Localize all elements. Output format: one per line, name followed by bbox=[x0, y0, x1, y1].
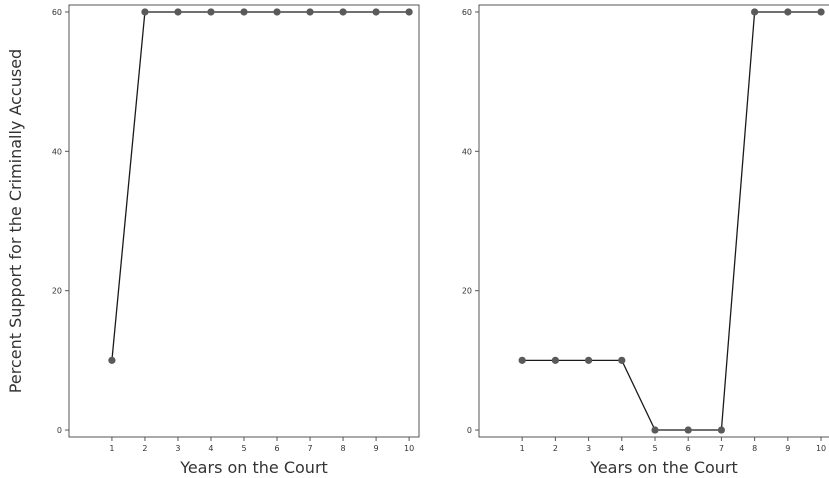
chart-panel-right: 0 20 40 60 1 2 3 4 5 6 7 8 9 10 Years on the Court bbox=[462, 4, 829, 477]
data-point bbox=[207, 8, 215, 16]
y-axis-title: Percent Support for the Criminally Accus… bbox=[6, 49, 25, 393]
data-point bbox=[518, 356, 526, 364]
data-point bbox=[174, 8, 182, 16]
x-tick-label: 10 bbox=[816, 444, 826, 453]
data-point bbox=[817, 8, 825, 16]
data-point bbox=[684, 426, 692, 434]
x-tick-label: 2 bbox=[553, 444, 558, 453]
x-axis-title: Years on the Court bbox=[589, 458, 738, 477]
data-point bbox=[339, 8, 347, 16]
x-tick-label: 1 bbox=[109, 444, 114, 453]
y-tick-label: 20 bbox=[462, 287, 472, 296]
x-tick-label: 7 bbox=[307, 444, 312, 453]
data-point bbox=[108, 356, 116, 364]
x-tick-label: 6 bbox=[686, 444, 691, 453]
series-line bbox=[522, 11, 821, 431]
y-tick-label: 60 bbox=[462, 8, 472, 17]
y-tick-label: 60 bbox=[52, 8, 62, 17]
data-point bbox=[618, 356, 626, 364]
x-tick-label: 7 bbox=[719, 444, 724, 453]
x-tick-label: 8 bbox=[341, 444, 346, 453]
x-tick-label: 5 bbox=[241, 444, 246, 453]
x-tick-label: 2 bbox=[142, 444, 147, 453]
data-point bbox=[405, 8, 413, 16]
data-point bbox=[784, 8, 792, 16]
data-point bbox=[306, 8, 314, 16]
x-tick-label: 4 bbox=[208, 444, 213, 453]
series-line bbox=[111, 11, 410, 361]
x-tick-label: 4 bbox=[619, 444, 624, 453]
data-point bbox=[372, 8, 380, 16]
x-axis-title: Years on the Court bbox=[179, 458, 328, 477]
y-tick-label: 0 bbox=[57, 426, 62, 435]
plot-frame bbox=[68, 4, 420, 438]
x-tick-label: 8 bbox=[752, 444, 757, 453]
x-tick-label: 6 bbox=[274, 444, 279, 453]
chart-panel-left: 0 20 40 60 1 2 3 4 5 6 7 8 9 10 Years on the Court bbox=[52, 4, 420, 477]
x-tick-label: 3 bbox=[586, 444, 591, 453]
x-tick-label: 1 bbox=[520, 444, 525, 453]
x-tick-label: 9 bbox=[374, 444, 379, 453]
data-point bbox=[141, 8, 149, 16]
data-point bbox=[651, 426, 659, 434]
x-tick-label: 5 bbox=[652, 444, 657, 453]
data-point bbox=[240, 8, 248, 16]
y-tick-label: 40 bbox=[462, 147, 472, 156]
y-tick-label: 20 bbox=[52, 287, 62, 296]
data-point bbox=[584, 356, 593, 364]
data-point bbox=[551, 356, 559, 364]
plot-frame bbox=[478, 4, 829, 438]
x-tick-label: 9 bbox=[785, 444, 790, 453]
y-tick-label: 40 bbox=[52, 147, 62, 156]
x-tick-label: 10 bbox=[404, 444, 414, 453]
data-point bbox=[751, 8, 759, 16]
data-point bbox=[273, 8, 281, 16]
x-tick-label: 3 bbox=[175, 444, 180, 453]
data-point bbox=[717, 426, 726, 434]
y-tick-label: 0 bbox=[467, 426, 472, 435]
